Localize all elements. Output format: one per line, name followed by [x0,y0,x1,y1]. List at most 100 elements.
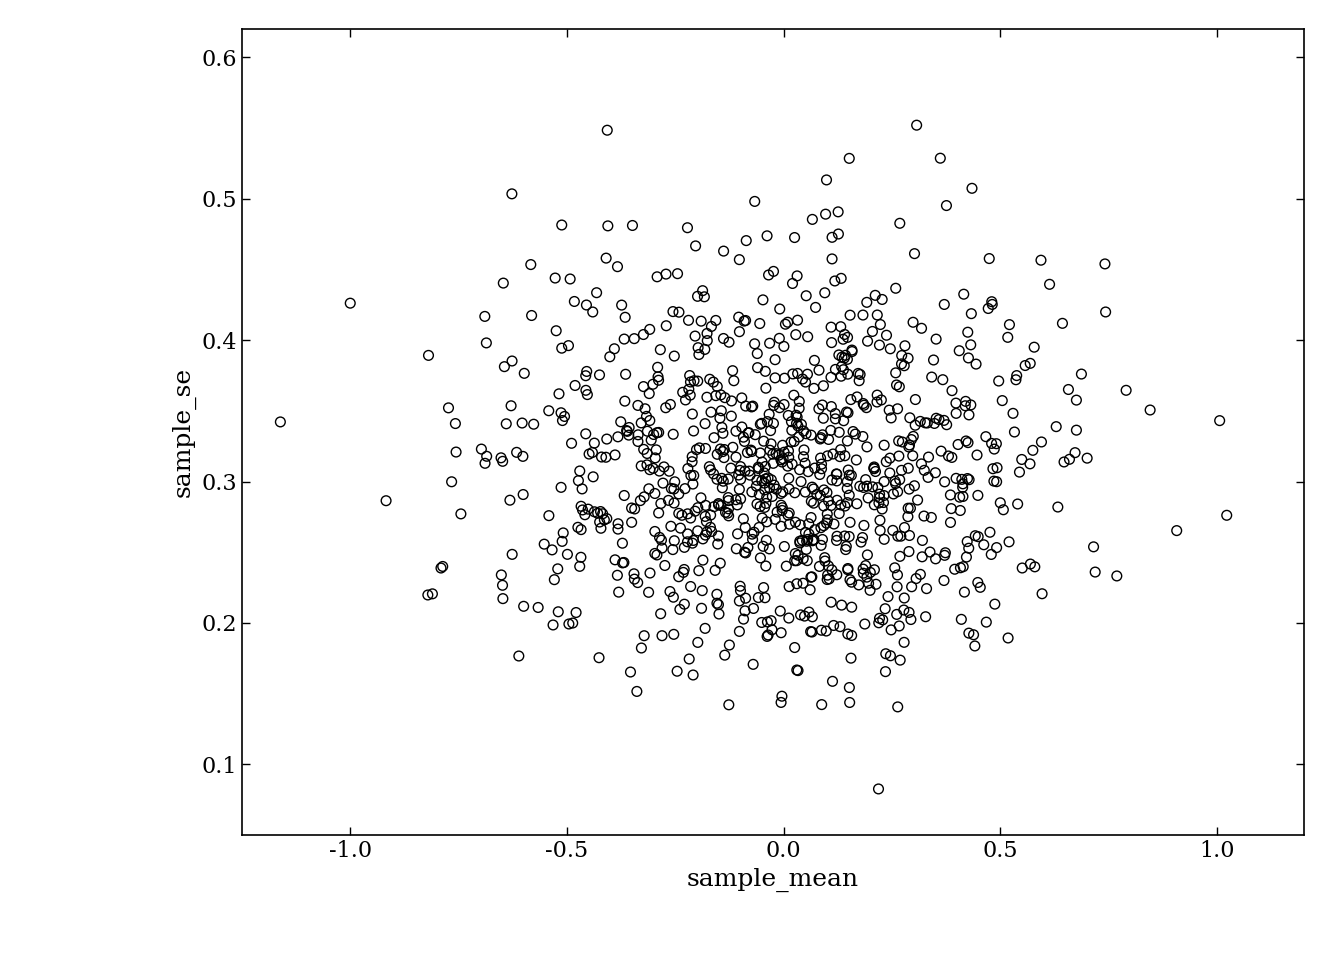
Point [712,244,734,259]
Point [614,394,636,409]
Point [836,404,857,420]
Point [856,569,878,585]
Point [718,697,739,712]
Point [749,487,770,502]
Point [501,353,523,369]
Point [903,478,925,493]
Point [939,488,961,503]
Point [816,516,837,531]
Point [728,482,750,497]
Point [888,618,910,634]
Point [853,397,875,413]
Point [747,460,769,475]
Point [661,481,683,496]
Point [949,490,970,505]
Point [1064,445,1086,461]
Point [989,495,1011,511]
Point [810,697,832,712]
Point [754,466,775,481]
Point [913,509,934,524]
Point [796,534,817,549]
Point [719,637,741,653]
Point [875,454,896,469]
Point [778,516,800,532]
Point [726,492,747,508]
Point [875,664,896,680]
Point [564,378,586,394]
Point [732,429,754,444]
Point [700,508,722,523]
Point [981,436,1003,451]
Point [731,420,753,435]
Point [930,151,952,166]
Point [706,587,727,602]
Point [1052,316,1074,331]
Point [630,416,652,431]
Point [837,463,859,478]
Point [828,506,849,521]
Point [687,523,708,539]
Point [953,559,974,574]
Point [1009,465,1031,480]
Point [417,588,438,603]
Point [735,398,757,414]
Point [957,470,978,486]
Point [712,473,734,489]
Point [853,517,875,533]
Point [798,526,820,541]
Point [663,426,684,442]
Point [550,405,571,420]
Point [694,289,715,304]
Point [1054,454,1075,469]
Point [839,488,860,503]
Point [728,324,750,339]
Point [657,492,679,508]
Point [965,528,986,543]
Point [836,481,857,496]
Point [575,383,597,398]
Point [681,449,703,465]
Point [923,352,945,368]
Point [862,324,883,339]
Point [900,579,922,594]
Point [867,388,888,403]
Point [1003,406,1024,421]
Point [633,379,655,395]
Point [841,344,863,359]
Point [512,448,534,464]
Point [714,450,735,466]
Point [952,476,973,492]
Point [633,326,655,342]
Point [790,607,812,622]
Point [840,651,862,666]
Point [638,386,660,401]
Point [833,362,855,377]
Point [734,434,755,449]
Point [859,583,880,598]
Point [902,315,923,330]
Point [886,579,907,594]
Point [816,623,837,638]
Point [718,492,739,508]
Point [899,438,921,453]
Point [805,300,827,315]
Point [853,480,875,495]
Point [785,546,806,562]
Point [731,391,753,406]
Point [926,331,948,347]
Point [757,414,778,429]
Point [820,370,841,385]
Point [911,549,933,564]
Point [418,348,439,363]
Point [679,382,700,397]
Point [831,359,852,374]
Point [874,532,895,547]
Point [720,461,742,476]
Point [792,372,813,387]
Point [820,498,841,514]
Point [840,307,862,323]
Point [762,416,784,431]
Point [849,367,871,382]
Point [685,238,707,253]
Point [513,366,535,381]
